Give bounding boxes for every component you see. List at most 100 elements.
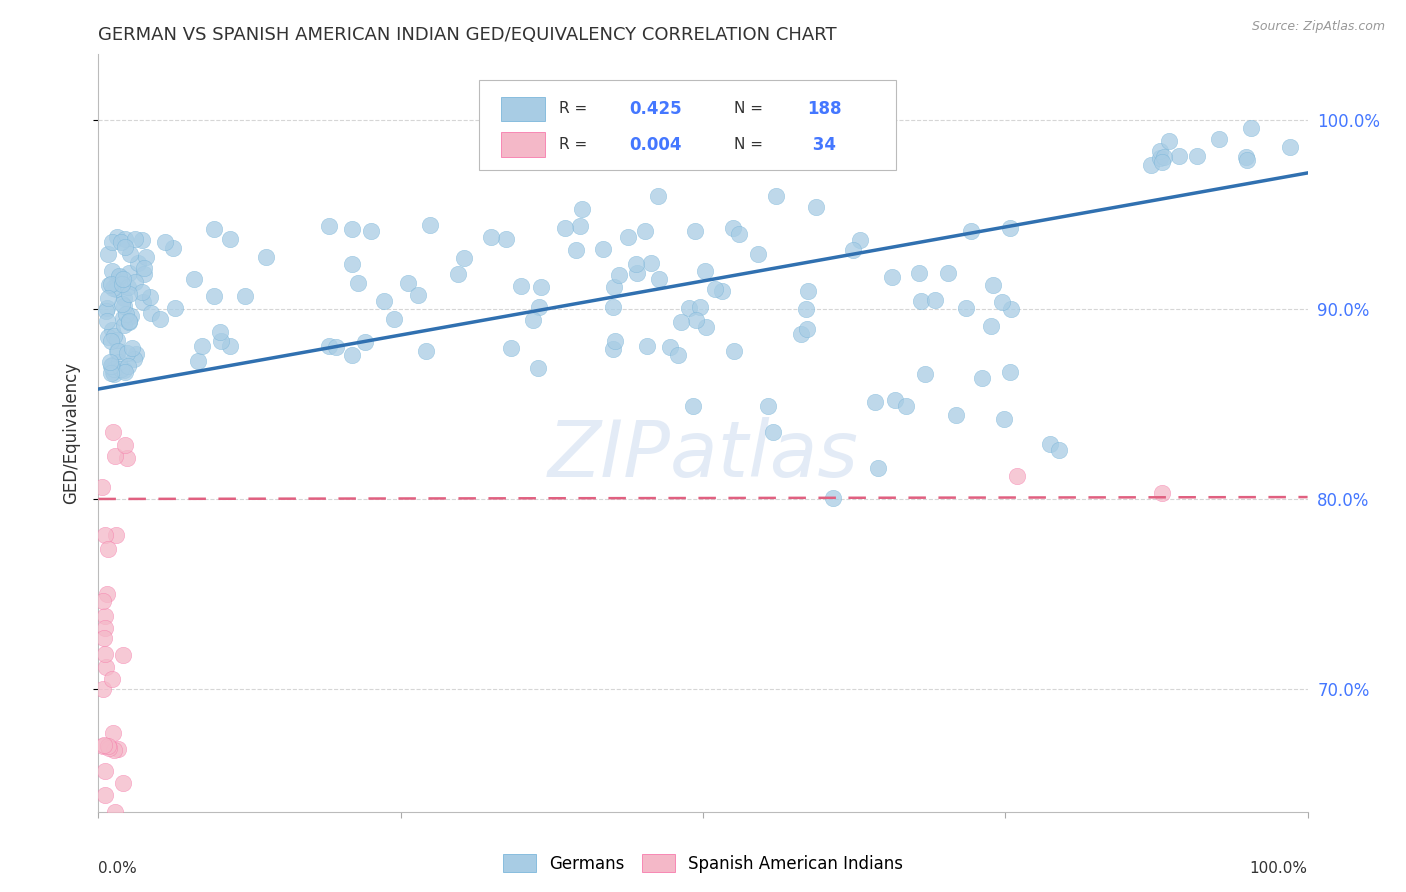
Point (209, 334, 232, 349)
Point (682, 399, 704, 413)
Point (155, 235, 177, 249)
Point (233, 289, 256, 303)
Point (571, 202, 593, 216)
Point (633, 224, 655, 238)
Point (103, 743, 125, 757)
Point (647, 189, 669, 203)
Point (138, 290, 160, 304)
Point (94, 622, 117, 636)
Point (131, 285, 153, 300)
Point (120, 247, 142, 261)
Point (101, 281, 124, 295)
Point (120, 309, 142, 323)
Point (908, 267, 931, 281)
Point (101, 358, 124, 372)
Point (960, 224, 983, 238)
Point (101, 726, 124, 740)
Point (111, 776, 134, 790)
Point (100, 359, 122, 373)
Point (710, 285, 733, 299)
Point (626, 266, 648, 280)
Text: R =: R = (560, 102, 592, 116)
Point (96, 587, 118, 601)
Text: N =: N = (734, 137, 768, 152)
Point (685, 224, 707, 238)
Point (564, 243, 586, 257)
Point (1153, 150, 1175, 164)
Point (1236, 153, 1258, 168)
Point (183, 272, 205, 286)
Point (105, 275, 128, 289)
Point (98, 355, 121, 369)
Point (640, 256, 662, 270)
Point (112, 648, 135, 662)
Point (796, 302, 818, 317)
Point (105, 230, 128, 244)
Point (107, 344, 129, 359)
Point (530, 280, 553, 294)
Point (479, 230, 502, 244)
Point (790, 327, 813, 342)
Point (1007, 469, 1029, 483)
Point (603, 334, 626, 348)
Point (318, 339, 340, 353)
Point (981, 277, 1004, 292)
Point (254, 250, 277, 264)
Point (111, 277, 134, 292)
Point (208, 325, 231, 339)
Point (111, 310, 134, 325)
Point (849, 233, 872, 247)
Point (101, 323, 124, 337)
Point (360, 224, 382, 238)
Point (104, 805, 127, 819)
Point (1234, 151, 1257, 165)
Point (103, 367, 125, 381)
Point (162, 241, 184, 255)
Point (93, 647, 115, 661)
Point (93, 593, 115, 607)
Point (135, 250, 157, 264)
Point (617, 229, 640, 244)
Bar (501, 96, 544, 121)
Point (100, 672, 122, 686)
Point (96, 301, 118, 316)
Point (103, 329, 125, 343)
Point (121, 341, 143, 355)
Point (105, 333, 128, 347)
Point (97, 247, 120, 261)
Point (762, 425, 785, 439)
Point (94, 788, 117, 802)
Point (104, 449, 127, 463)
Point (666, 348, 689, 362)
Point (602, 343, 624, 357)
Point (93, 608, 115, 623)
Point (93, 631, 115, 645)
Point (202, 289, 225, 303)
Bar (501, 132, 544, 157)
Point (115, 450, 138, 465)
Point (980, 318, 1002, 333)
Point (603, 280, 626, 294)
Point (118, 287, 141, 301)
Point (101, 235, 124, 249)
Point (354, 334, 377, 349)
Point (115, 345, 138, 359)
Point (134, 267, 156, 281)
Point (100, 334, 122, 348)
Point (1149, 145, 1171, 159)
Legend: Germans, Spanish American Indians: Germans, Spanish American Indians (496, 847, 910, 880)
Point (125, 346, 148, 360)
Point (98, 278, 121, 293)
Point (1039, 437, 1062, 451)
Point (112, 271, 135, 285)
Point (114, 232, 136, 246)
Point (602, 300, 624, 314)
Point (647, 272, 669, 286)
Point (127, 256, 149, 270)
Point (191, 338, 214, 352)
Point (821, 491, 844, 505)
Point (118, 316, 141, 330)
Text: 0.0%: 0.0% (98, 861, 138, 876)
Point (346, 277, 368, 291)
Point (202, 222, 225, 236)
